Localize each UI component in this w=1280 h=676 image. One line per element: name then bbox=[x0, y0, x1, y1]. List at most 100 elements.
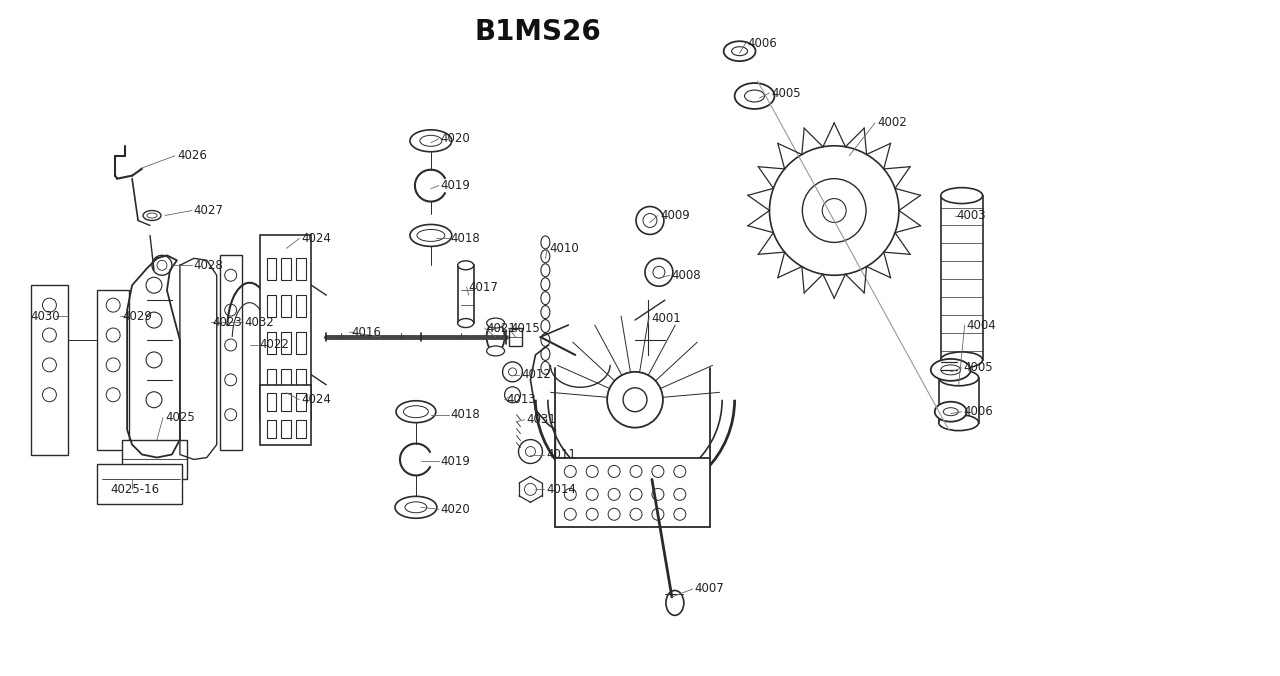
Circle shape bbox=[526, 447, 535, 456]
Circle shape bbox=[645, 258, 673, 286]
Text: 4030: 4030 bbox=[31, 310, 60, 322]
Bar bbox=[266, 295, 276, 317]
Ellipse shape bbox=[417, 229, 445, 241]
Circle shape bbox=[607, 372, 663, 428]
Bar bbox=[282, 369, 292, 391]
Ellipse shape bbox=[938, 414, 979, 431]
Circle shape bbox=[42, 328, 56, 342]
Bar bbox=[938, 378, 979, 422]
Circle shape bbox=[608, 508, 620, 521]
Ellipse shape bbox=[410, 130, 452, 152]
Ellipse shape bbox=[541, 333, 550, 347]
Circle shape bbox=[504, 387, 521, 403]
Ellipse shape bbox=[666, 590, 684, 615]
Circle shape bbox=[652, 466, 664, 477]
Text: 4024: 4024 bbox=[301, 393, 332, 406]
Ellipse shape bbox=[541, 264, 550, 276]
Circle shape bbox=[525, 483, 536, 496]
Ellipse shape bbox=[938, 370, 979, 386]
Bar bbox=[266, 332, 276, 354]
Text: 4007: 4007 bbox=[695, 583, 724, 596]
Circle shape bbox=[225, 409, 237, 420]
Circle shape bbox=[564, 466, 576, 477]
Text: 4016: 4016 bbox=[351, 326, 381, 339]
Text: 4018: 4018 bbox=[451, 408, 480, 421]
Bar bbox=[297, 258, 306, 281]
Bar bbox=[266, 369, 276, 391]
Circle shape bbox=[586, 508, 598, 521]
Bar bbox=[266, 393, 276, 411]
Circle shape bbox=[146, 352, 163, 368]
Text: 4019: 4019 bbox=[440, 179, 471, 192]
Text: 4024: 4024 bbox=[301, 232, 332, 245]
Circle shape bbox=[157, 260, 166, 270]
Bar bbox=[97, 464, 182, 504]
Circle shape bbox=[630, 508, 643, 521]
Circle shape bbox=[564, 488, 576, 500]
Circle shape bbox=[769, 146, 899, 275]
Bar bbox=[282, 332, 292, 354]
Circle shape bbox=[652, 508, 664, 521]
Circle shape bbox=[643, 214, 657, 227]
Circle shape bbox=[106, 358, 120, 372]
Circle shape bbox=[608, 466, 620, 477]
Text: 4021: 4021 bbox=[486, 322, 517, 335]
Ellipse shape bbox=[541, 320, 550, 333]
Text: 4012: 4012 bbox=[521, 368, 552, 381]
Ellipse shape bbox=[541, 236, 550, 249]
Text: 4025-16: 4025-16 bbox=[110, 483, 159, 496]
Ellipse shape bbox=[458, 318, 474, 328]
Bar bbox=[260, 385, 311, 445]
Circle shape bbox=[586, 488, 598, 500]
Circle shape bbox=[673, 466, 686, 477]
Circle shape bbox=[146, 312, 163, 328]
Text: B1MS26: B1MS26 bbox=[475, 18, 602, 46]
Circle shape bbox=[673, 508, 686, 521]
Text: 4027: 4027 bbox=[193, 204, 224, 217]
Bar bbox=[282, 295, 292, 317]
Circle shape bbox=[146, 277, 163, 293]
Text: 4023: 4023 bbox=[212, 316, 242, 329]
Text: 4010: 4010 bbox=[549, 242, 579, 255]
Ellipse shape bbox=[732, 47, 748, 55]
Bar bbox=[297, 393, 306, 411]
Ellipse shape bbox=[934, 402, 966, 422]
Ellipse shape bbox=[396, 401, 436, 422]
Circle shape bbox=[564, 508, 576, 521]
Ellipse shape bbox=[941, 188, 983, 203]
Text: 4009: 4009 bbox=[660, 209, 690, 222]
Circle shape bbox=[652, 488, 664, 500]
Text: 4015: 4015 bbox=[511, 322, 540, 335]
Text: 4031: 4031 bbox=[526, 413, 557, 426]
Circle shape bbox=[225, 304, 237, 316]
Ellipse shape bbox=[486, 318, 504, 328]
Text: 4014: 4014 bbox=[547, 483, 576, 496]
Ellipse shape bbox=[143, 210, 161, 220]
Text: 4001: 4001 bbox=[652, 312, 681, 324]
Text: 4019: 4019 bbox=[440, 455, 471, 468]
Text: 4018: 4018 bbox=[451, 232, 480, 245]
Circle shape bbox=[42, 358, 56, 372]
Ellipse shape bbox=[735, 83, 774, 109]
Ellipse shape bbox=[541, 362, 550, 375]
Ellipse shape bbox=[943, 408, 959, 416]
Bar bbox=[266, 258, 276, 281]
Circle shape bbox=[42, 298, 56, 312]
Bar bbox=[282, 258, 292, 281]
Ellipse shape bbox=[541, 306, 550, 318]
Text: 4005: 4005 bbox=[772, 87, 801, 99]
Circle shape bbox=[106, 328, 120, 342]
Ellipse shape bbox=[931, 359, 970, 381]
Circle shape bbox=[503, 362, 522, 382]
Ellipse shape bbox=[396, 496, 436, 518]
Circle shape bbox=[673, 488, 686, 500]
Text: 4013: 4013 bbox=[507, 393, 536, 406]
Bar bbox=[97, 290, 129, 450]
Ellipse shape bbox=[486, 322, 504, 352]
Text: 4032: 4032 bbox=[244, 316, 274, 329]
Ellipse shape bbox=[941, 365, 961, 375]
Bar bbox=[297, 332, 306, 354]
Bar bbox=[260, 235, 311, 420]
Text: 4025: 4025 bbox=[165, 411, 195, 424]
Bar bbox=[556, 458, 709, 527]
